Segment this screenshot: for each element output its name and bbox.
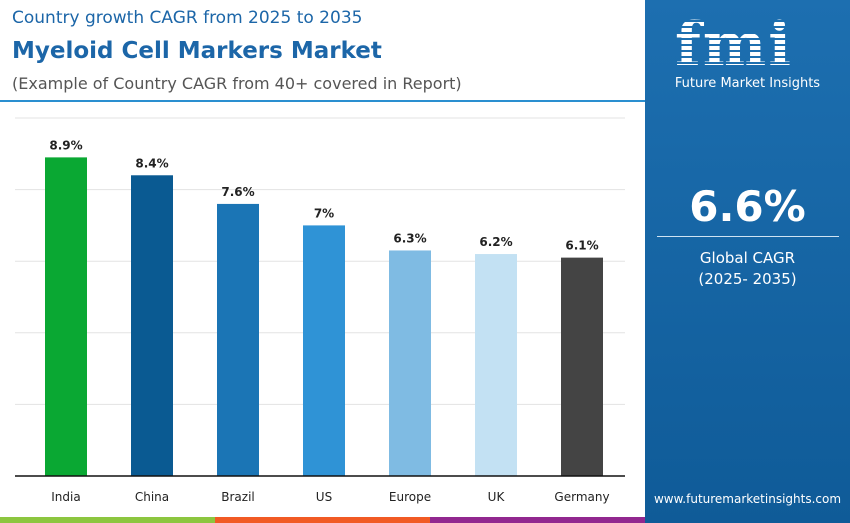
x-tick-label: Germany xyxy=(554,490,609,504)
bar-india xyxy=(45,157,87,476)
x-tick-label: China xyxy=(135,490,169,504)
bar-germany xyxy=(561,257,603,476)
bar-us xyxy=(303,225,345,476)
global-cagr-period: (2025- 2035) xyxy=(698,270,797,288)
brand-name: Future Market Insights xyxy=(674,76,821,91)
fmi-logo: fmi xyxy=(675,10,794,80)
global-cagr-label: Global CAGR xyxy=(699,249,796,267)
header-divider xyxy=(0,100,645,102)
strip-purple xyxy=(430,517,645,523)
strip-green xyxy=(0,517,215,523)
data-label: 8.4% xyxy=(135,156,168,170)
x-tick-label: India xyxy=(51,490,80,504)
global-cagr-value: 6.6% xyxy=(689,182,806,231)
bar-europe xyxy=(389,250,431,476)
bar-chart: 8.9% India 8.4% China 7.6% Brazil 7% US 6.3% Euro… xyxy=(15,117,625,504)
chart-title: Myeloid Cell Markers Market xyxy=(12,38,382,64)
sidebar-panel: fmi Future Market Insights 6.6% Global C… xyxy=(645,0,850,523)
x-tick-label: Europe xyxy=(389,490,431,504)
chart-subtitle: Country growth CAGR from 2025 to 2035 xyxy=(12,8,363,28)
x-tick-label: UK xyxy=(488,490,506,504)
data-label: 7.6% xyxy=(221,185,254,199)
x-tick-label: US xyxy=(316,490,332,504)
data-label: 8.9% xyxy=(49,138,82,152)
bar-china xyxy=(131,175,173,476)
chart-panel: Country growth CAGR from 2025 to 2035 My… xyxy=(0,8,645,504)
divider xyxy=(657,236,839,237)
data-label: 6.1% xyxy=(565,239,598,253)
strip-orange xyxy=(215,517,430,523)
website-link[interactable]: www.futuremarketinsights.com xyxy=(653,492,842,506)
x-tick-label: Brazil xyxy=(221,490,255,504)
bar-uk xyxy=(475,254,517,476)
data-label: 6.3% xyxy=(393,231,426,245)
bar-brazil xyxy=(217,203,259,477)
chart-note: (Example of Country CAGR from 40+ covere… xyxy=(12,74,462,93)
data-label: 7% xyxy=(314,206,334,220)
data-label: 6.2% xyxy=(479,235,512,249)
